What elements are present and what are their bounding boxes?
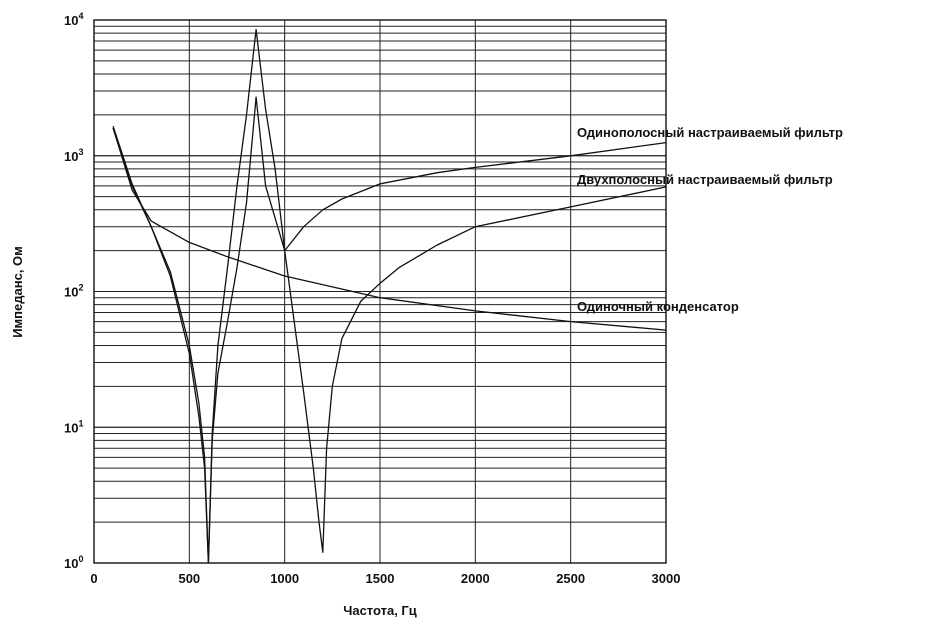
y-tick-label: 104	[64, 11, 83, 28]
series-line-1	[112, 28, 667, 564]
series-line-0	[112, 96, 667, 564]
plot-frame	[93, 19, 667, 564]
x-tick-label: 0	[90, 571, 97, 586]
y-tick-label: 100	[64, 554, 83, 571]
y-tick-label: 103	[64, 147, 83, 164]
y-tick-labels: 100 101 102 103 104	[64, 11, 83, 571]
x-tick-label: 2500	[556, 571, 585, 586]
y-tick-label: 101	[64, 418, 83, 435]
x-tick-label: 1500	[366, 571, 395, 586]
x-tick-label: 2000	[461, 571, 490, 586]
y-axis-title: Импеданс, Ом	[10, 246, 25, 338]
annotation-double-tuned-filter: Двухполосный настраиваемый фильтр	[577, 172, 833, 187]
x-tick-label: 1000	[270, 571, 299, 586]
series-layer	[112, 28, 667, 564]
annotation-single-capacitor: Одиночный конденсатор	[577, 299, 739, 314]
series-line-2	[112, 127, 667, 331]
grid	[93, 19, 667, 564]
x-tick-label: 500	[178, 571, 200, 586]
x-tick-labels: 0 500 1000 1500 2000 2500 3000	[90, 571, 680, 586]
y-tick-label: 102	[64, 283, 83, 300]
annotation-single-tuned-filter: Одинополосный настраиваемый фильтр	[577, 125, 843, 140]
x-axis-title: Частота, Гц	[343, 603, 417, 618]
x-tick-label: 3000	[652, 571, 681, 586]
